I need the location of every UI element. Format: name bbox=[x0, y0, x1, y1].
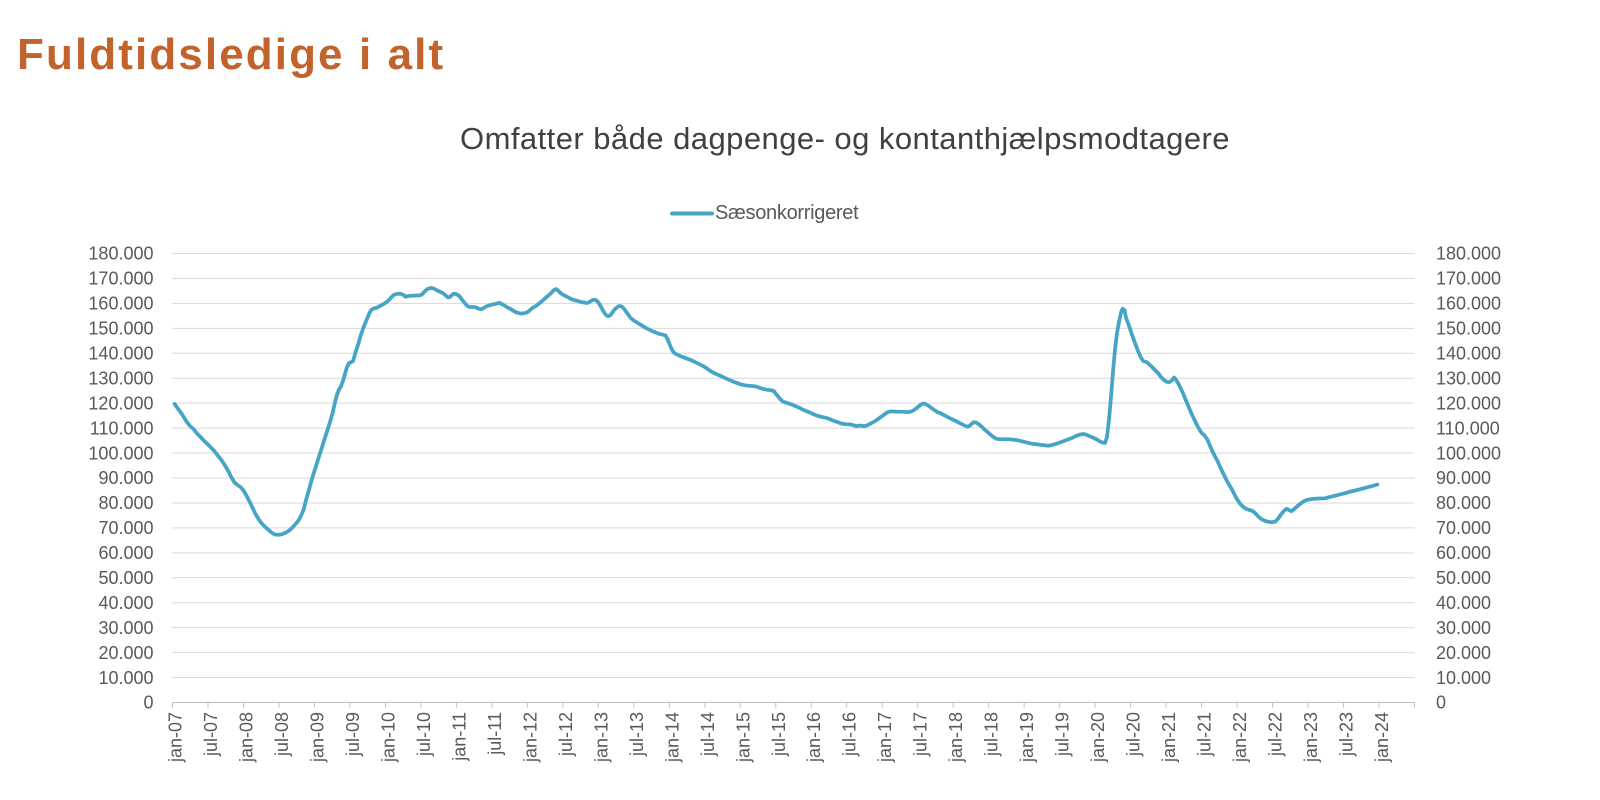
svg-text:60.000: 60.000 bbox=[98, 543, 153, 563]
svg-text:jul-11: jul-11 bbox=[485, 712, 505, 756]
svg-text:jan-09: jan-09 bbox=[307, 712, 327, 763]
svg-text:jan-12: jan-12 bbox=[520, 712, 540, 763]
svg-text:jan-21: jan-21 bbox=[1159, 712, 1179, 763]
svg-text:90.000: 90.000 bbox=[98, 468, 153, 488]
svg-text:jul-22: jul-22 bbox=[1266, 712, 1286, 757]
svg-text:jul-16: jul-16 bbox=[840, 712, 860, 757]
svg-text:120.000: 120.000 bbox=[1436, 393, 1501, 413]
svg-text:150.000: 150.000 bbox=[88, 319, 153, 339]
svg-text:140.000: 140.000 bbox=[1436, 343, 1501, 363]
svg-text:jul-08: jul-08 bbox=[272, 712, 292, 757]
svg-text:70.000: 70.000 bbox=[98, 518, 153, 538]
svg-text:jul-18: jul-18 bbox=[982, 712, 1002, 757]
svg-text:30.000: 30.000 bbox=[98, 618, 153, 638]
svg-text:jan-18: jan-18 bbox=[946, 712, 966, 763]
svg-text:180.000: 180.000 bbox=[88, 244, 153, 264]
svg-text:100.000: 100.000 bbox=[1436, 443, 1501, 463]
svg-text:130.000: 130.000 bbox=[1436, 368, 1501, 388]
svg-text:jul-21: jul-21 bbox=[1195, 712, 1215, 757]
svg-text:jan-13: jan-13 bbox=[591, 712, 611, 763]
svg-text:170.000: 170.000 bbox=[1436, 269, 1501, 289]
svg-text:jan-17: jan-17 bbox=[875, 712, 895, 763]
svg-text:150.000: 150.000 bbox=[1436, 319, 1501, 339]
svg-text:jul-20: jul-20 bbox=[1124, 712, 1144, 757]
svg-text:30.000: 30.000 bbox=[1436, 618, 1491, 638]
svg-text:60.000: 60.000 bbox=[1436, 543, 1491, 563]
svg-text:140.000: 140.000 bbox=[88, 343, 153, 363]
svg-text:90.000: 90.000 bbox=[1436, 468, 1491, 488]
svg-text:jul-12: jul-12 bbox=[556, 712, 576, 757]
svg-text:jan-16: jan-16 bbox=[804, 712, 824, 763]
svg-text:80.000: 80.000 bbox=[98, 493, 153, 513]
svg-text:10.000: 10.000 bbox=[98, 668, 153, 688]
svg-text:jan-15: jan-15 bbox=[733, 712, 753, 763]
svg-text:110.000: 110.000 bbox=[90, 418, 154, 438]
svg-text:jul-13: jul-13 bbox=[627, 712, 647, 757]
svg-text:jul-23: jul-23 bbox=[1337, 712, 1357, 757]
svg-text:jan-20: jan-20 bbox=[1088, 712, 1108, 763]
svg-text:jan-14: jan-14 bbox=[662, 712, 682, 763]
svg-text:jan-23: jan-23 bbox=[1301, 712, 1321, 763]
svg-text:jan-10: jan-10 bbox=[378, 712, 398, 763]
svg-text:jul-09: jul-09 bbox=[343, 712, 363, 757]
svg-text:jan-19: jan-19 bbox=[1017, 712, 1037, 763]
svg-text:jan-11: jan-11 bbox=[449, 712, 469, 762]
svg-text:jul-14: jul-14 bbox=[698, 712, 718, 757]
svg-text:jul-10: jul-10 bbox=[414, 712, 434, 757]
svg-text:0: 0 bbox=[143, 693, 153, 713]
svg-text:180.000: 180.000 bbox=[1436, 244, 1501, 264]
svg-text:100.000: 100.000 bbox=[88, 443, 153, 463]
svg-text:20.000: 20.000 bbox=[1436, 643, 1491, 663]
svg-text:110.000: 110.000 bbox=[1436, 418, 1500, 438]
svg-text:40.000: 40.000 bbox=[1436, 593, 1491, 613]
svg-text:jan-22: jan-22 bbox=[1230, 712, 1250, 763]
svg-text:jan-24: jan-24 bbox=[1372, 712, 1392, 763]
svg-text:jul-07: jul-07 bbox=[201, 712, 221, 757]
svg-text:10.000: 10.000 bbox=[1436, 668, 1491, 688]
svg-text:50.000: 50.000 bbox=[98, 568, 153, 588]
svg-text:160.000: 160.000 bbox=[1436, 294, 1501, 314]
svg-text:0: 0 bbox=[1436, 693, 1446, 713]
svg-text:jan-07: jan-07 bbox=[166, 712, 186, 763]
svg-text:160.000: 160.000 bbox=[88, 294, 153, 314]
svg-text:jul-19: jul-19 bbox=[1053, 712, 1073, 757]
svg-text:120.000: 120.000 bbox=[88, 393, 153, 413]
svg-text:jul-15: jul-15 bbox=[769, 712, 789, 757]
svg-text:170.000: 170.000 bbox=[88, 269, 153, 289]
svg-text:40.000: 40.000 bbox=[98, 593, 153, 613]
svg-text:80.000: 80.000 bbox=[1436, 493, 1491, 513]
svg-text:130.000: 130.000 bbox=[88, 368, 153, 388]
svg-text:Sæsonkorrigeret: Sæsonkorrigeret bbox=[715, 202, 859, 224]
svg-text:20.000: 20.000 bbox=[98, 643, 153, 663]
svg-text:70.000: 70.000 bbox=[1436, 518, 1491, 538]
svg-text:50.000: 50.000 bbox=[1436, 568, 1491, 588]
svg-text:jan-08: jan-08 bbox=[236, 712, 256, 763]
svg-text:jul-17: jul-17 bbox=[911, 712, 931, 757]
